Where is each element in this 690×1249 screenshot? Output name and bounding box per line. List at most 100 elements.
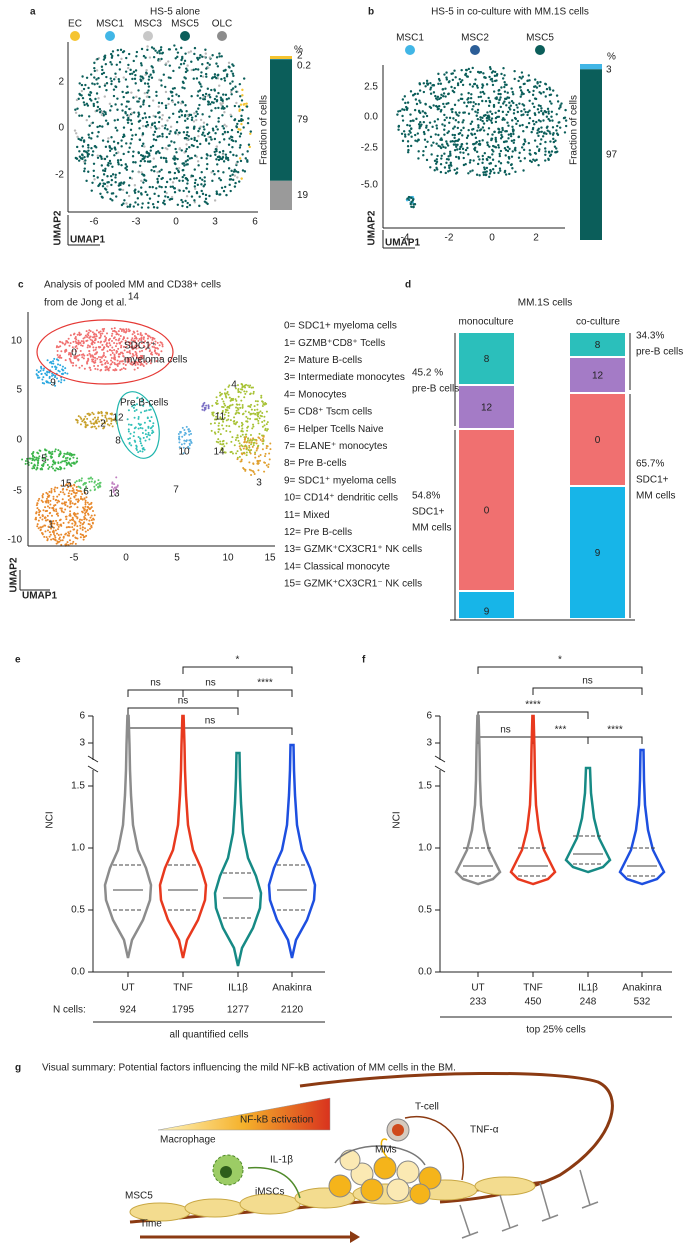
cell-dot	[109, 61, 112, 64]
cell-dot	[89, 476, 92, 479]
cell-dot	[84, 159, 87, 162]
cell-dot	[122, 355, 125, 358]
cell-dot	[142, 181, 145, 184]
bar-value-label: 97	[606, 149, 618, 160]
cell-dot	[469, 101, 472, 104]
cell-dot	[61, 341, 64, 344]
cell-dot	[151, 429, 154, 432]
cell-dot	[453, 148, 457, 152]
cell-dot	[544, 95, 547, 98]
cluster-legend: 7= ELANE⁺ monocytes	[284, 441, 387, 452]
cell-dot	[95, 483, 98, 486]
cell-dot	[127, 52, 131, 56]
cell-dot	[82, 482, 85, 485]
cell-dot	[93, 514, 96, 517]
cell-dot	[174, 57, 177, 60]
cluster-label: 12	[112, 413, 124, 424]
cluster-label: 15	[60, 479, 72, 490]
cell-dot	[222, 443, 225, 446]
cell-dot	[81, 528, 84, 531]
cell-dot	[35, 369, 38, 372]
cell-dot	[186, 159, 189, 162]
cell-dot	[70, 484, 73, 487]
cell-dot	[235, 406, 238, 409]
segment-label: 12	[592, 371, 604, 382]
cell-dot	[103, 157, 107, 161]
cell-dot	[136, 333, 139, 336]
cell-dot	[46, 370, 49, 373]
cell-dot	[133, 184, 137, 187]
cell-dot	[245, 435, 248, 438]
cell-dot	[516, 106, 519, 109]
cell-dot	[255, 418, 258, 421]
cell-dot	[199, 53, 202, 57]
cell-dot	[213, 422, 216, 425]
cell-dot	[68, 526, 71, 529]
cell-dot	[100, 113, 104, 117]
segment-label: 0	[484, 506, 490, 517]
cell-dot	[448, 80, 451, 83]
cell-dot	[503, 80, 506, 84]
cell-dot	[48, 531, 51, 534]
cell-dot	[71, 518, 74, 521]
cell-dot	[467, 153, 470, 156]
cell-dot	[177, 166, 181, 170]
cell-dot	[196, 94, 199, 97]
cell-dot	[482, 173, 486, 177]
panel-title: from de Jong et al.	[44, 298, 127, 309]
cell-dot	[104, 369, 107, 372]
cell-dot	[229, 174, 232, 178]
cell-dot	[115, 338, 118, 341]
cell-dot	[120, 340, 123, 343]
cell-dot	[238, 135, 242, 138]
cell-dot	[242, 447, 245, 450]
axis-label: UMAP2	[9, 557, 20, 592]
cell-dot	[210, 88, 213, 92]
cell-dot	[443, 113, 446, 117]
cell-dot	[219, 157, 222, 160]
cell-dot	[225, 430, 228, 433]
cell-dot	[456, 126, 460, 130]
cell-dot	[239, 132, 243, 135]
cell-dot	[140, 206, 144, 209]
cell-dot	[114, 75, 118, 79]
cell-dot	[173, 187, 177, 190]
cell-dot	[151, 336, 154, 339]
cell-dot	[553, 145, 557, 148]
cell-dot	[57, 380, 60, 383]
cell-dot	[235, 90, 238, 93]
cell-dot	[105, 75, 108, 79]
cell-dot	[117, 80, 121, 83]
cell-dot	[96, 418, 99, 421]
cell-dot	[447, 92, 450, 96]
cell-dot	[65, 459, 68, 462]
cell-dot	[81, 420, 84, 423]
cell-dot	[139, 153, 143, 157]
cell-dot	[42, 493, 45, 496]
cell-dot	[221, 125, 224, 128]
cell-dot	[66, 541, 69, 544]
cell-dot	[136, 197, 140, 200]
cell-dot	[201, 178, 204, 181]
cell-dot	[123, 199, 126, 202]
cell-dot	[250, 473, 253, 476]
cell-dot	[74, 156, 78, 160]
cell-dot	[125, 168, 129, 171]
x-tick-label: 10	[222, 553, 234, 564]
cell-dot	[200, 170, 203, 174]
cell-dot	[185, 143, 188, 146]
cell-dot	[253, 438, 256, 441]
cell-dot	[193, 181, 197, 185]
cell-dot	[564, 119, 568, 122]
cell-dot	[85, 496, 88, 499]
cell-dot	[67, 531, 70, 534]
cell-dot	[509, 132, 513, 136]
cell-dot	[49, 451, 52, 454]
violin	[158, 714, 208, 959]
cell-dot	[147, 78, 151, 81]
cell-dot	[101, 169, 105, 172]
cell-dot	[58, 536, 61, 539]
cell-dot	[245, 390, 248, 393]
cell-dot	[220, 448, 223, 451]
cell-dot	[547, 112, 550, 115]
